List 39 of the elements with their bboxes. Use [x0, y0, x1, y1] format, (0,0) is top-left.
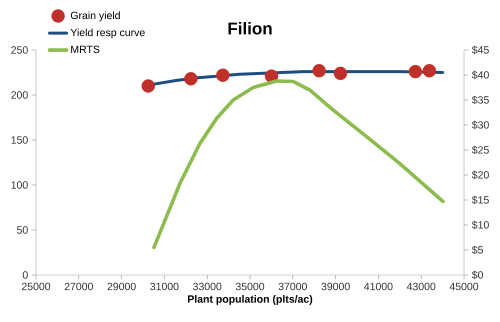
x-tick-label: 31000: [150, 282, 179, 290]
y2-tick-label: $20: [472, 170, 489, 180]
point: [408, 64, 422, 78]
y-tick-label: 100: [12, 181, 28, 189]
legend-label: Yield resp curve: [70, 28, 145, 38]
y2-tick-label: $0: [472, 270, 484, 280]
y-tick-label: 50: [16, 226, 28, 234]
legend-label: Grain yield: [70, 11, 120, 22]
x-tick-label: 29000: [108, 282, 136, 290]
y-tick-label: 0: [22, 271, 28, 279]
y-tick-label: 200: [11, 91, 28, 99]
point: [184, 72, 198, 86]
y2-tick-label: $5: [472, 246, 484, 254]
point: [216, 68, 230, 82]
point: [422, 64, 436, 78]
x-tick-label: 39000: [321, 282, 350, 290]
point: [142, 79, 155, 93]
y2-tick-label: $25: [472, 146, 489, 154]
point: [312, 64, 326, 78]
y2-tick-label: $15: [472, 196, 489, 204]
y2-tick-label: $35: [472, 96, 489, 104]
x-axis-title: Plant population (plts/ac): [188, 295, 312, 305]
y2-tick-label: $40: [472, 70, 489, 80]
x-tick-label: 41000: [364, 282, 393, 290]
x-tick-label: 43000: [406, 282, 436, 290]
x-tick-label: 45000: [450, 282, 478, 290]
x-tick-label: 25000: [22, 282, 50, 290]
y2-tick-label: $45: [472, 46, 489, 54]
x-tick-label: 35000: [236, 282, 264, 290]
point: [334, 66, 348, 80]
x-tick-label: 27000: [64, 282, 93, 290]
x-tick-label: 33000: [193, 282, 222, 290]
y-tick-label: 150: [12, 136, 28, 144]
legend-label: MRTS: [71, 46, 100, 54]
chart-title: Filion: [228, 22, 272, 35]
y-tick-label: 250: [11, 46, 28, 54]
y2-tick-label: $10: [472, 220, 489, 230]
y2-tick-label: $30: [472, 120, 489, 130]
x-tick-label: 37000: [278, 282, 307, 290]
